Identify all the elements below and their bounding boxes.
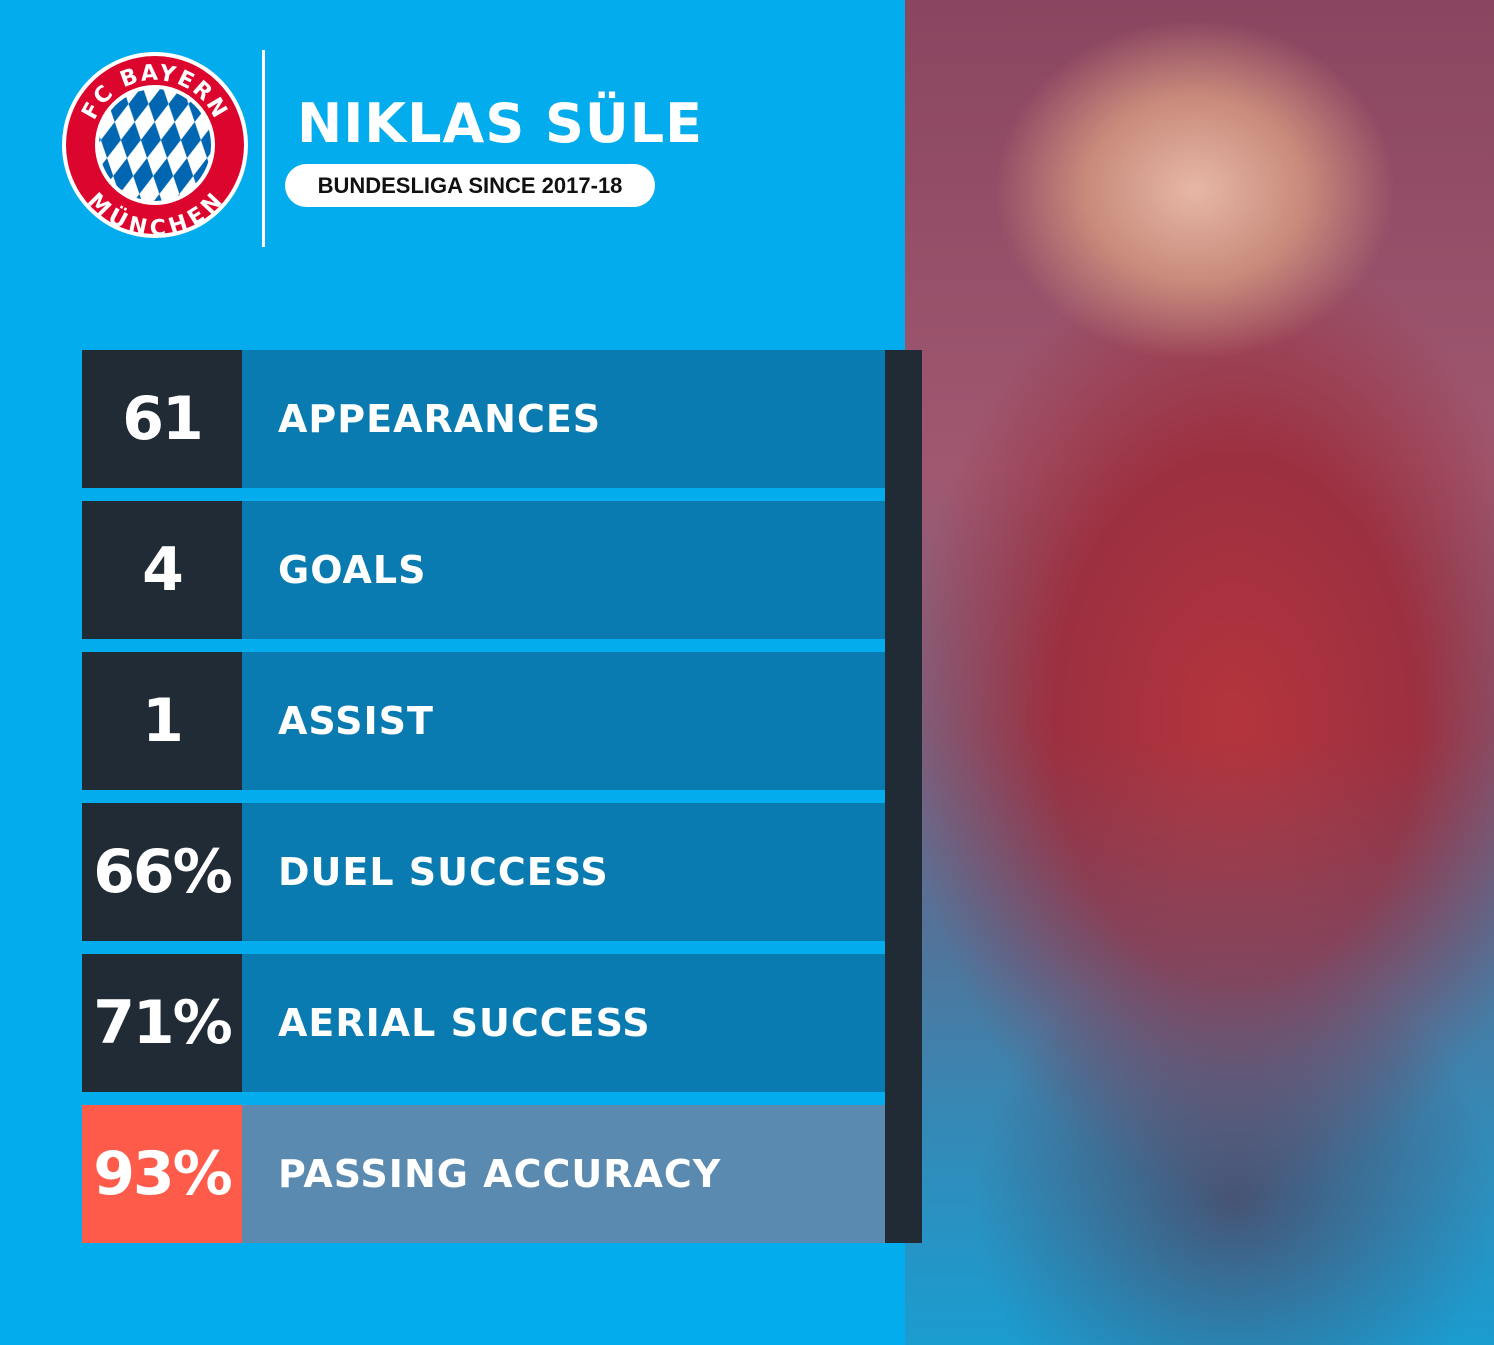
stat-label: APPEARANCES [242,350,885,488]
photo-fade-overlay [905,0,1494,1345]
stat-row-assist: 1 ASSIST [82,652,885,790]
stat-value: 93% [82,1105,242,1243]
stat-label: DUEL SUCCESS [242,803,885,941]
stat-value: 71% [82,954,242,1092]
stat-row-passing-accuracy: 93% PASSING ACCURACY [82,1105,885,1243]
club-logo: FC BAYERN MÜNCHEN [62,52,248,240]
player-photo [905,0,1494,1345]
stat-row-appearances: 61 APPEARANCES [82,350,885,488]
stat-label: ASSIST [242,652,885,790]
stat-value: 61 [82,350,242,488]
stat-label: GOALS [242,501,885,639]
stat-row-goals: 4 GOALS [82,501,885,639]
stat-value: 4 [82,501,242,639]
stat-value: 66% [82,803,242,941]
stat-label: AERIAL SUCCESS [242,954,885,1092]
player-name: NIKLAS SÜLE [297,92,704,155]
stat-value: 1 [82,652,242,790]
stat-row-duel-success: 66% DUEL SUCCESS [82,803,885,941]
stats-side-bar [885,350,922,1243]
header-divider [262,50,265,247]
stat-row-aerial-success: 71% AERIAL SUCCESS [82,954,885,1092]
subtitle-badge: BUNDESLIGA SINCE 2017-18 [285,164,655,207]
stat-label: PASSING ACCURACY [242,1105,885,1243]
